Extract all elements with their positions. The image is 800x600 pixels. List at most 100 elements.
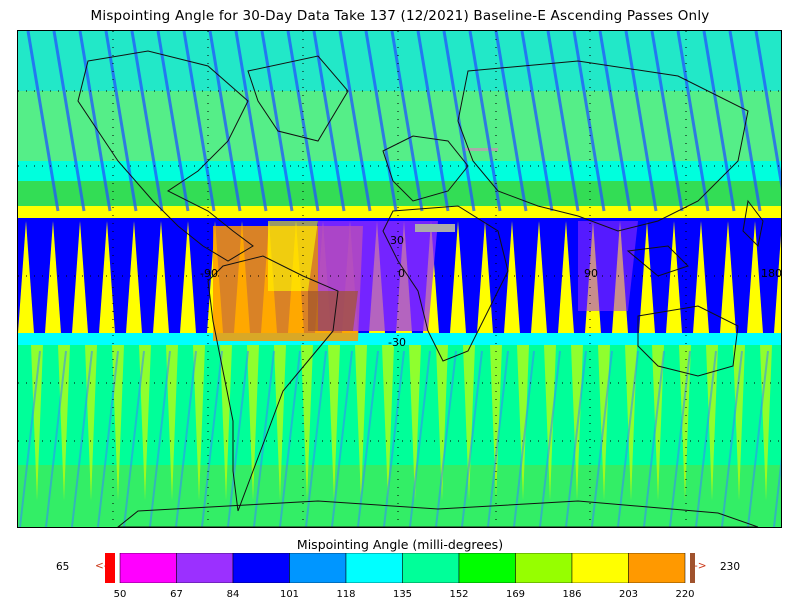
- wedge-down-15: [436, 345, 448, 501]
- swath-south-4: [123, 350, 145, 527]
- swath-north-0: [26, 31, 60, 212]
- lat-label-minus-30: -30: [388, 336, 406, 349]
- swath-south-9: [253, 350, 275, 527]
- swath-south-25: [669, 350, 691, 527]
- wedge-up-19: [531, 221, 547, 333]
- wedge-up-25: [693, 221, 709, 333]
- lon-label-90: 90: [584, 267, 598, 280]
- swath-north-18: [494, 31, 528, 212]
- swath-north-16: [442, 31, 476, 212]
- swath-south-24: [643, 350, 665, 527]
- swath-south-21: [565, 350, 587, 527]
- swath-north-23: [624, 31, 658, 212]
- wedge-up-27: [747, 221, 763, 333]
- colorbar-cell-0: [119, 553, 177, 583]
- swath-south-1: [45, 350, 67, 527]
- wedge-down-14: [409, 345, 421, 501]
- swath-south-0: [19, 350, 41, 527]
- wedge-up-5: [153, 221, 169, 333]
- swath-south-17: [461, 350, 483, 527]
- wedge-up-24: [666, 221, 682, 333]
- colorbar-cell-2: [232, 553, 290, 583]
- wedge-down-13: [382, 345, 394, 501]
- colorbar-cell-9: [628, 553, 686, 583]
- wedge-up-1: [45, 221, 61, 333]
- wedge-down-4: [139, 345, 151, 501]
- colorbar: [105, 553, 695, 583]
- wedge-down-11: [328, 345, 340, 501]
- overflow-value: 230: [720, 561, 741, 573]
- swath-north-2: [78, 31, 112, 212]
- wedge-down-19: [544, 345, 556, 501]
- swath-south-20: [539, 350, 561, 527]
- swath-south-15: [409, 350, 431, 527]
- swath-north-14: [390, 31, 424, 212]
- colorbar-tick-135: 135: [392, 589, 413, 600]
- swath-south-8: [227, 350, 249, 527]
- wedge-down-0: [31, 345, 43, 501]
- wedge-down-27: [760, 345, 772, 501]
- swath-north-24: [650, 31, 684, 212]
- swath-north-11: [312, 31, 346, 212]
- wedge-down-26: [733, 345, 745, 501]
- swath-north-1: [52, 31, 86, 212]
- swath-north-9: [260, 31, 294, 212]
- swath-south-13: [357, 350, 379, 527]
- colorbar-tick-152: 152: [449, 589, 469, 600]
- swath-south-16: [435, 350, 457, 527]
- lon-label-180: 180: [761, 267, 782, 280]
- colorbar-cell-1: [176, 553, 234, 583]
- wedge-down-6: [193, 345, 205, 501]
- map-canvas: [18, 31, 781, 527]
- lat-label-30: 30: [390, 234, 404, 247]
- swath-south-29: [773, 456, 781, 527]
- swath-north-15: [416, 31, 450, 212]
- swath-north-12: [338, 31, 372, 212]
- swath-south-12: [331, 350, 353, 527]
- swath-south-26: [695, 350, 717, 527]
- colorbar-tick-101: 101: [279, 589, 300, 600]
- swath-north-22: [598, 31, 632, 212]
- swath-south-22: [591, 350, 613, 527]
- swath-south-5: [149, 350, 171, 527]
- colorbar-cell-5: [402, 553, 460, 583]
- wedge-down-16: [463, 345, 475, 501]
- colorbar-cell-3: [289, 553, 347, 583]
- swath-south-14: [383, 350, 405, 527]
- colorbar-tick-203: 203: [618, 589, 639, 600]
- swath-north-8: [234, 31, 268, 212]
- wedge-up-18: [504, 221, 520, 333]
- colorbar-cell-4: [345, 553, 403, 583]
- underflow-arrow: <-: [95, 560, 108, 572]
- wedge-up-3: [99, 221, 115, 333]
- wedge-up-20: [558, 221, 574, 333]
- map-title: Mispointing Angle for 30-Day Data Take 1…: [90, 8, 710, 24]
- colorbar-cell-7: [515, 553, 573, 583]
- wedge-down-8: [247, 345, 259, 501]
- wedge-up-28: [774, 235, 781, 333]
- wedge-up-23: [639, 221, 655, 333]
- wedge-up-17: [477, 221, 493, 333]
- wedge-down-18: [517, 345, 529, 501]
- swath-south-19: [513, 350, 535, 527]
- swath-north-7: [208, 31, 242, 212]
- swath-south-23: [617, 350, 639, 527]
- swath-south-27: [721, 350, 743, 527]
- wedge-up-16: [450, 221, 466, 333]
- overflow-arrow: ->: [694, 560, 707, 572]
- graticule: [18, 31, 781, 527]
- colorbar-tick-67: 67: [170, 589, 183, 600]
- swath-north-3: [104, 31, 138, 212]
- swath-north-25: [676, 31, 710, 212]
- swath-south-11: [305, 350, 327, 527]
- colorbar-tick-220: 220: [675, 589, 695, 600]
- swath-south-18: [487, 350, 509, 527]
- swath-north-26: [702, 31, 736, 212]
- underflow-value: 65: [56, 561, 70, 573]
- swath-south-7: [201, 350, 223, 527]
- wedge-down-7: [220, 345, 232, 501]
- wedge-up-6: [180, 221, 196, 333]
- wedge-down-9: [274, 345, 286, 501]
- swath-south-10: [279, 350, 301, 527]
- satellite-swaths: [19, 31, 781, 527]
